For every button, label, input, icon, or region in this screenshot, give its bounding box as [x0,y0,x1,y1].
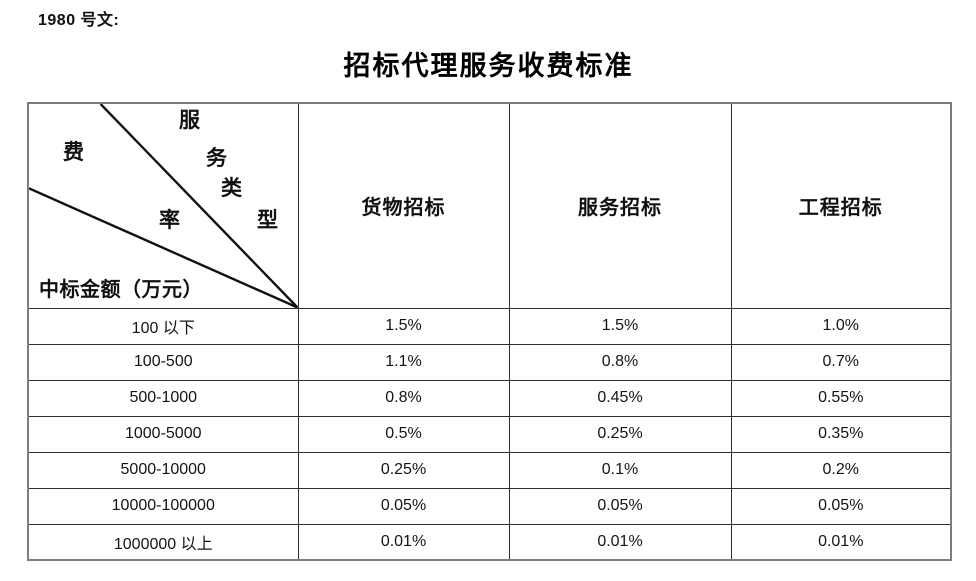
table-corner-cell: 服 务 类 型 费 率 中标金额（万元） [27,102,299,309]
rate-cell: 1.5% [508,307,732,345]
corner-service-type-char: 类 [221,176,242,200]
amount-range-cell: 100 以下 [27,307,299,345]
rate-cell: 0.25% [508,415,732,453]
rate-cell: 0.5% [297,415,510,453]
rate-cell: 0.1% [508,451,732,489]
corner-fee-rate-char: 率 [159,208,180,232]
fee-table: 服 务 类 型 费 率 中标金额（万元） 货物招标 服务招标 工程招标 100 … [27,102,952,561]
amount-range-cell: 500-1000 [27,379,299,417]
rate-cell: 1.0% [730,307,952,345]
amount-range-cell: 1000-5000 [27,415,299,453]
column-header-goods-bidding: 货物招标 [297,102,510,309]
corner-service-type-char: 服 [179,108,200,132]
table-row: 1000000 以上 0.01% 0.01% 0.01% [27,523,952,561]
table-row: 5000-10000 0.25% 0.1% 0.2% [27,451,952,489]
rate-cell: 0.05% [297,487,510,525]
amount-range-cell: 1000000 以上 [27,523,299,561]
table-row: 1000-5000 0.5% 0.25% 0.35% [27,415,952,453]
corner-fee-rate-char: 费 [63,140,84,164]
rate-cell: 0.01% [508,523,732,561]
rate-cell: 1.5% [297,307,510,345]
table-row: 100 以下 1.5% 1.5% 1.0% [27,307,952,345]
rate-cell: 0.55% [730,379,952,417]
rate-cell: 0.05% [730,487,952,525]
column-header-works-bidding: 工程招标 [730,102,952,309]
fee-table-body: 100 以下 1.5% 1.5% 1.0% 100-500 1.1% 0.8% 0.7% 500… [27,307,952,561]
corner-amount-axis-label: 中标金额（万元） [39,279,203,301]
rate-cell: 0.01% [297,523,510,561]
corner-service-type-char: 务 [206,146,227,170]
rate-cell: 0.8% [508,343,732,381]
diagonal-divider-lines [29,104,297,307]
column-header-service-bidding: 服务招标 [508,102,732,309]
rate-cell: 0.2% [730,451,952,489]
rate-cell: 0.25% [297,451,510,489]
rate-cell: 0.8% [297,379,510,417]
corner-service-type-char: 型 [257,208,278,232]
doc-reference: 1980 号文: [38,12,120,29]
table-row: 100-500 1.1% 0.8% 0.7% [27,343,952,381]
rate-cell: 0.35% [730,415,952,453]
rate-cell: 0.45% [508,379,732,417]
amount-range-cell: 10000-100000 [27,487,299,525]
table-header-row: 服 务 类 型 费 率 中标金额（万元） 货物招标 服务招标 工程招标 [27,102,952,309]
rate-cell: 0.7% [730,343,952,381]
table-row: 500-1000 0.8% 0.45% 0.55% [27,379,952,417]
table-row: 10000-100000 0.05% 0.05% 0.05% [27,487,952,525]
rate-cell: 1.1% [297,343,510,381]
rate-cell: 0.05% [508,487,732,525]
rate-cell: 0.01% [730,523,952,561]
amount-range-cell: 100-500 [27,343,299,381]
page-title: 招标代理服务收费标准 [343,51,634,81]
amount-range-cell: 5000-10000 [27,451,299,489]
